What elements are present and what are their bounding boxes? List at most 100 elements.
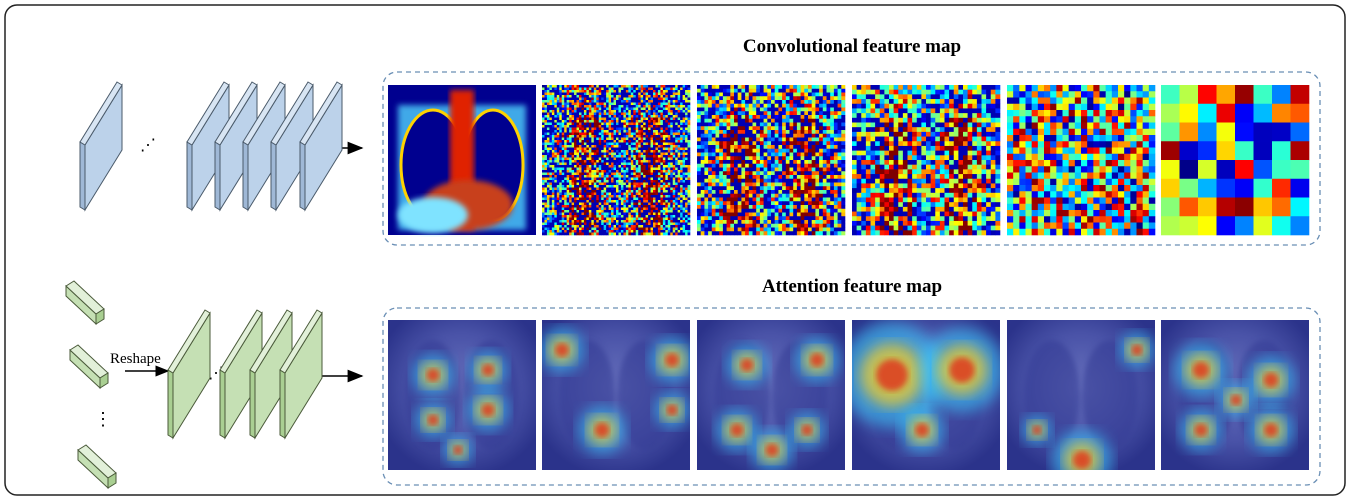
pixel bbox=[745, 156, 749, 160]
pixel bbox=[554, 193, 557, 196]
pixel bbox=[793, 104, 797, 108]
pixel bbox=[641, 138, 644, 141]
pixel bbox=[611, 215, 614, 218]
pixel bbox=[631, 148, 634, 151]
pixel bbox=[616, 113, 619, 116]
pixel bbox=[631, 93, 634, 96]
pixel bbox=[626, 185, 629, 188]
pixel bbox=[685, 220, 688, 223]
pixel bbox=[567, 173, 570, 176]
pixel bbox=[554, 168, 557, 171]
pixel bbox=[655, 133, 658, 136]
pixel bbox=[701, 209, 705, 213]
pixel bbox=[599, 85, 602, 88]
pixel bbox=[633, 100, 636, 103]
pixel bbox=[665, 165, 668, 168]
pixel bbox=[782, 153, 786, 157]
pixel bbox=[648, 163, 651, 166]
pixel bbox=[734, 186, 738, 190]
pixel bbox=[594, 210, 597, 213]
pixel bbox=[716, 145, 720, 149]
pixel bbox=[641, 155, 644, 158]
pixel bbox=[623, 95, 626, 98]
pixel bbox=[594, 228, 597, 231]
pixel bbox=[704, 209, 708, 213]
pixel bbox=[609, 118, 612, 121]
pixel bbox=[547, 168, 550, 171]
pixel bbox=[567, 125, 570, 128]
pixel bbox=[708, 160, 712, 164]
pixel bbox=[646, 135, 649, 138]
pixel bbox=[663, 208, 666, 211]
pixel bbox=[827, 115, 831, 119]
conv-title: Convolutional feature map bbox=[743, 36, 961, 57]
pixel bbox=[668, 225, 671, 228]
pixel bbox=[554, 208, 557, 211]
pixel bbox=[606, 190, 609, 193]
pixel bbox=[716, 164, 720, 168]
pixel bbox=[572, 128, 575, 131]
pixel bbox=[581, 165, 584, 168]
pixel bbox=[574, 193, 577, 196]
pixel bbox=[618, 115, 621, 118]
pixel bbox=[621, 148, 624, 151]
pixel bbox=[544, 203, 547, 206]
pixel bbox=[631, 195, 634, 198]
pixel bbox=[680, 118, 683, 121]
pixel bbox=[678, 225, 681, 228]
pixel bbox=[823, 104, 827, 108]
pixel bbox=[638, 170, 641, 173]
pixel bbox=[767, 175, 771, 179]
pixel bbox=[741, 93, 745, 97]
pixel bbox=[579, 105, 582, 108]
pixel bbox=[830, 138, 834, 142]
pixel bbox=[567, 208, 570, 211]
pixel bbox=[569, 103, 572, 106]
pixel bbox=[618, 208, 621, 211]
pixel bbox=[665, 190, 668, 193]
pixel bbox=[618, 150, 621, 153]
pixel bbox=[786, 89, 790, 93]
pixel bbox=[636, 138, 639, 141]
pixel bbox=[626, 210, 629, 213]
pixel bbox=[549, 148, 552, 151]
pixel bbox=[708, 119, 712, 123]
pixel bbox=[827, 153, 831, 157]
pixel bbox=[614, 173, 617, 176]
pixel bbox=[646, 163, 649, 166]
pixel bbox=[618, 110, 621, 113]
pixel bbox=[646, 225, 649, 228]
pixel bbox=[660, 118, 663, 121]
pixel bbox=[819, 130, 823, 134]
pixel bbox=[633, 160, 636, 163]
pixel bbox=[708, 198, 712, 202]
pixel bbox=[793, 100, 797, 104]
pixel bbox=[623, 148, 626, 151]
pixel bbox=[577, 98, 580, 101]
pixel bbox=[655, 90, 658, 93]
pixel bbox=[663, 215, 666, 218]
pixel bbox=[719, 175, 723, 179]
pixel bbox=[574, 93, 577, 96]
pixel bbox=[544, 183, 547, 186]
pixel bbox=[572, 95, 575, 98]
pixel bbox=[815, 134, 819, 138]
pixel bbox=[559, 208, 562, 211]
pixel bbox=[834, 104, 838, 108]
pixel bbox=[708, 85, 712, 89]
pixel bbox=[584, 118, 587, 121]
pixel bbox=[838, 153, 842, 157]
pixel bbox=[753, 96, 757, 100]
pixel bbox=[753, 186, 757, 190]
pixel bbox=[823, 145, 827, 149]
pixel bbox=[648, 155, 651, 158]
pixel bbox=[668, 220, 671, 223]
pixel bbox=[574, 118, 577, 121]
pixel bbox=[838, 138, 842, 142]
pixel bbox=[562, 208, 565, 211]
pixel bbox=[801, 115, 805, 119]
pixel bbox=[764, 138, 768, 142]
pixel bbox=[688, 100, 691, 103]
pixel bbox=[586, 148, 589, 151]
pixel bbox=[567, 193, 570, 196]
